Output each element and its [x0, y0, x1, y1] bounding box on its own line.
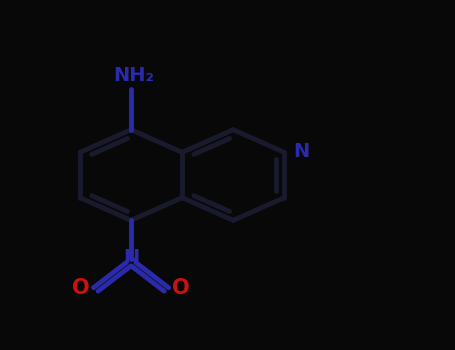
Text: O: O [72, 278, 90, 299]
Text: N: N [123, 247, 139, 267]
Text: N: N [293, 142, 309, 161]
Text: O: O [172, 278, 190, 299]
Text: NH₂: NH₂ [113, 66, 154, 85]
